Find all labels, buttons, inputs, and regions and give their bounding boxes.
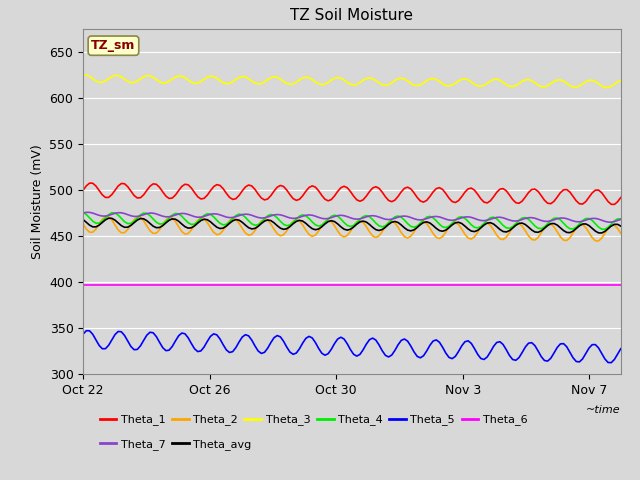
Theta_5: [340, 336, 348, 342]
Theta_4: [340, 220, 348, 226]
Theta_avg: [563, 229, 571, 235]
Line: Theta_7: Theta_7: [83, 212, 621, 222]
Line: Theta_3: Theta_3: [83, 75, 621, 87]
Theta_6: [337, 282, 345, 288]
Theta_4: [280, 221, 287, 227]
Theta_4: [601, 227, 609, 232]
Theta_7: [283, 214, 291, 220]
Theta_7: [340, 213, 348, 218]
Theta_7: [159, 213, 166, 219]
Theta_5: [617, 346, 625, 351]
Theta_5: [344, 341, 351, 347]
Line: Theta_4: Theta_4: [83, 213, 621, 229]
Theta_4: [337, 216, 345, 222]
Theta_avg: [365, 222, 373, 228]
Theta_6: [280, 282, 287, 288]
Theta_6: [156, 282, 163, 288]
Theta_avg: [598, 230, 605, 236]
Theta_1: [340, 183, 348, 189]
Legend: Theta_7, Theta_avg: Theta_7, Theta_avg: [99, 439, 252, 450]
Theta_avg: [105, 216, 113, 221]
Theta_1: [283, 187, 291, 193]
Theta_2: [102, 214, 109, 219]
Theta_1: [365, 189, 373, 194]
Theta_4: [560, 220, 568, 226]
Theta_1: [86, 180, 93, 186]
Theta_6: [560, 282, 568, 288]
Theta_avg: [159, 223, 166, 228]
Theta_1: [79, 187, 87, 193]
Line: Theta_5: Theta_5: [83, 331, 621, 363]
Theta_3: [604, 84, 612, 90]
Theta_1: [611, 202, 618, 207]
Theta_2: [79, 221, 87, 227]
Theta_2: [344, 233, 351, 239]
Theta_5: [159, 345, 166, 350]
Theta_2: [340, 234, 348, 240]
Theta_3: [79, 72, 87, 78]
Theta_2: [159, 222, 166, 228]
Theta_7: [607, 219, 615, 225]
Theta_3: [560, 78, 568, 84]
Theta_3: [280, 79, 287, 84]
Line: Theta_1: Theta_1: [83, 183, 621, 204]
Theta_4: [617, 216, 625, 222]
Theta_5: [563, 344, 571, 349]
Line: Theta_avg: Theta_avg: [83, 218, 621, 233]
Theta_2: [563, 238, 571, 243]
Theta_avg: [79, 217, 87, 223]
Line: Theta_2: Theta_2: [83, 216, 621, 241]
Theta_5: [365, 337, 373, 343]
Theta_3: [156, 79, 163, 84]
Theta_6: [79, 282, 87, 288]
Theta_1: [617, 194, 625, 200]
Theta_4: [156, 221, 163, 227]
Theta_5: [283, 344, 291, 350]
Theta_avg: [344, 227, 351, 233]
Title: TZ Soil Moisture: TZ Soil Moisture: [291, 9, 413, 24]
Theta_7: [617, 216, 625, 222]
Text: TZ_sm: TZ_sm: [92, 39, 136, 52]
Theta_3: [340, 77, 348, 83]
Theta_7: [344, 214, 351, 219]
Theta_6: [362, 282, 370, 288]
Theta_2: [283, 228, 291, 234]
Theta_5: [79, 331, 87, 337]
Theta_2: [617, 230, 625, 236]
Theta_avg: [340, 226, 348, 232]
Theta_avg: [283, 226, 291, 231]
Theta_5: [607, 360, 615, 366]
Theta_3: [617, 78, 625, 84]
Theta_2: [595, 238, 602, 244]
Theta_6: [617, 282, 625, 288]
Theta_1: [159, 189, 166, 195]
Theta_7: [83, 209, 90, 215]
Theta_3: [337, 75, 345, 81]
Theta_1: [563, 187, 571, 192]
Theta_5: [83, 328, 90, 334]
Theta_4: [79, 210, 87, 216]
Theta_avg: [617, 223, 625, 229]
Theta_1: [344, 185, 351, 191]
Theta_6: [340, 282, 348, 288]
Y-axis label: Soil Moisture (mV): Soil Moisture (mV): [31, 144, 44, 259]
Theta_7: [563, 216, 571, 222]
Theta_7: [365, 213, 373, 219]
Text: ~time: ~time: [586, 405, 621, 415]
Theta_3: [362, 75, 370, 81]
Theta_4: [362, 213, 370, 218]
Theta_7: [79, 210, 87, 216]
Theta_2: [365, 229, 373, 235]
